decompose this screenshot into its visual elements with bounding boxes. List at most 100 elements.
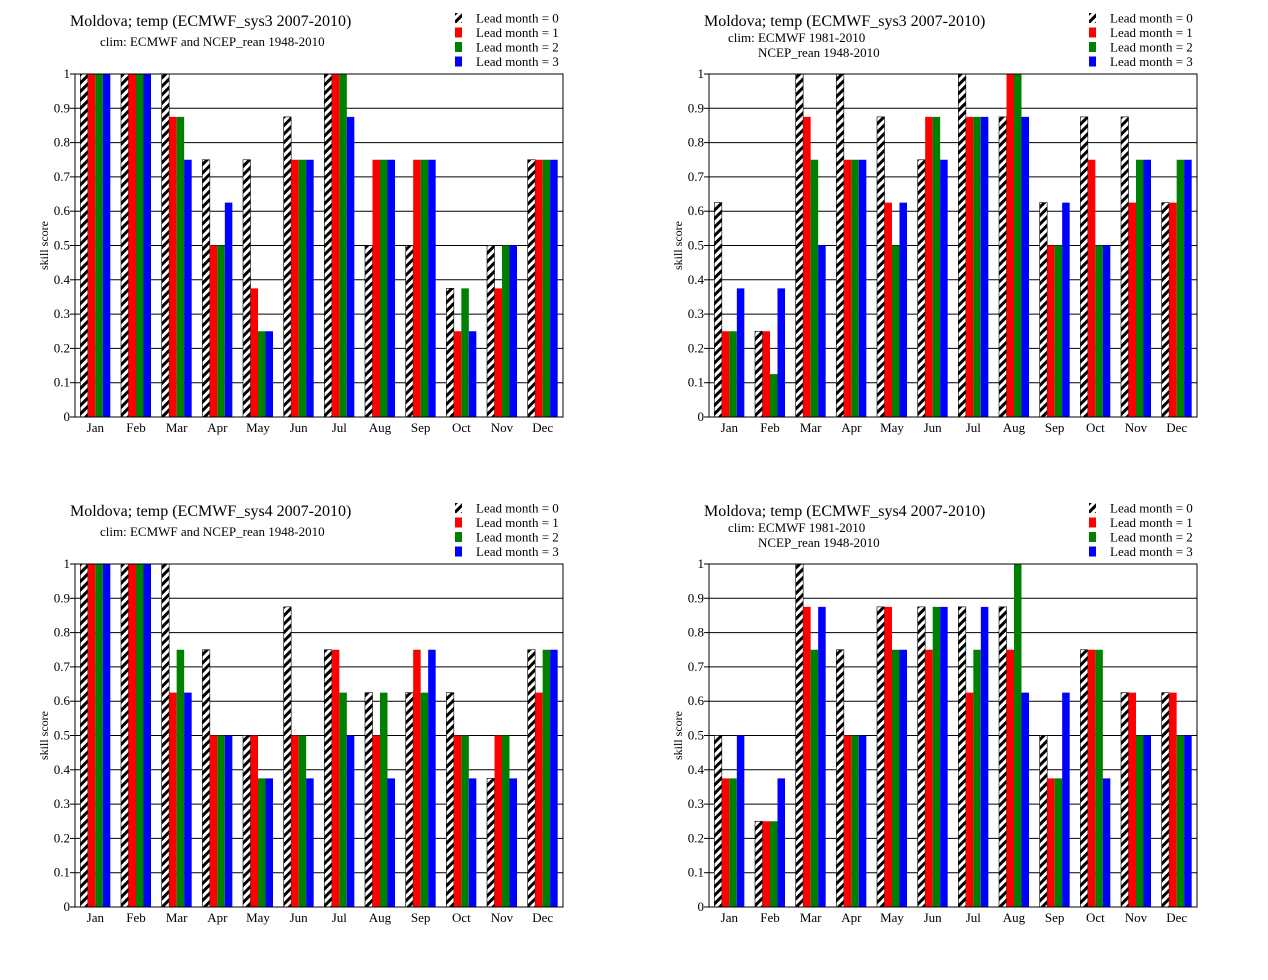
x-tick-label: Jan bbox=[87, 420, 105, 435]
x-tick-label: Jul bbox=[966, 420, 982, 435]
legend-label-lead-1: Lead month = 1 bbox=[476, 25, 559, 40]
legend-swatch-lead-3 bbox=[1089, 56, 1096, 67]
bar-jun-lead-2 bbox=[932, 606, 941, 907]
bar-jun-lead-3 bbox=[306, 778, 314, 907]
bar-oct-lead-0 bbox=[446, 288, 455, 418]
bar-sep-lead-3 bbox=[428, 159, 436, 417]
bar-feb-lead-3 bbox=[777, 778, 785, 907]
bar-feb-lead-2 bbox=[136, 564, 144, 907]
bar-aug-lead-0 bbox=[998, 116, 1007, 418]
bar-dec-lead-3 bbox=[550, 649, 558, 907]
bar-oct-lead-3 bbox=[468, 331, 477, 417]
bar-jan-lead-0 bbox=[714, 735, 723, 908]
bar-oct-lead-1 bbox=[453, 331, 462, 417]
bar-jun-lead-0 bbox=[283, 116, 292, 418]
bar-jan-lead-1 bbox=[87, 74, 96, 417]
y-tick-label: 0.3 bbox=[54, 796, 70, 811]
bar-feb-lead-0 bbox=[754, 820, 763, 908]
bar-jun-lead-3 bbox=[306, 159, 314, 417]
chart-title: Moldova; temp (ECMWF_sys3 2007-2010) bbox=[704, 13, 985, 30]
bar-aug-lead-3 bbox=[1021, 116, 1029, 417]
bar-jul-lead-3 bbox=[980, 116, 989, 417]
chart-panel-bottom-left: Moldova; temp (ECMWF_sys4 2007-2010) clim… bbox=[0, 490, 634, 980]
bar-jul-lead-1 bbox=[965, 116, 974, 417]
x-tick-label: May bbox=[246, 910, 270, 925]
x-tick-label: Jan bbox=[721, 420, 739, 435]
bar-may-lead-2 bbox=[258, 778, 266, 907]
plot-frame bbox=[74, 73, 564, 418]
x-tick-label: Sep bbox=[1045, 910, 1065, 925]
y-tick-label: 0.1 bbox=[54, 865, 70, 880]
legend-swatch-lead-3 bbox=[1089, 546, 1096, 557]
chart-panel-top-right: Moldova; temp (ECMWF_sys3 2007-2010) clim… bbox=[634, 0, 1268, 490]
x-tick-label: Apr bbox=[841, 910, 862, 925]
bar-jul-lead-1 bbox=[331, 649, 340, 907]
y-tick-label: 0.2 bbox=[688, 340, 704, 355]
bar-jul-lead-2 bbox=[973, 116, 981, 417]
y-tick-label: 0.7 bbox=[688, 169, 705, 184]
bar-oct-lead-1 bbox=[1087, 649, 1096, 907]
bar-chart-0: Moldova; temp (ECMWF_sys3 2007-2010) clim… bbox=[37, 11, 564, 435]
x-tick-label: Sep bbox=[411, 420, 431, 435]
bar-aug-lead-2 bbox=[1014, 74, 1022, 417]
bar-apr-lead-3 bbox=[224, 735, 233, 907]
bar-mar-lead-0 bbox=[795, 563, 804, 908]
bar-jan-lead-1 bbox=[721, 778, 730, 907]
bar-dec-lead-2 bbox=[1176, 159, 1185, 417]
legend-swatch-lead-3 bbox=[455, 546, 462, 557]
legend-label-lead-2: Lead month = 2 bbox=[476, 40, 559, 55]
y-tick-label: 0.9 bbox=[54, 100, 70, 115]
legend-label-lead-3: Lead month = 3 bbox=[476, 54, 559, 69]
bar-jul-lead-2 bbox=[973, 649, 981, 907]
bar-jan-lead-2 bbox=[729, 331, 737, 417]
bar-aug-lead-1 bbox=[372, 159, 380, 417]
bar-may-lead-2 bbox=[892, 245, 900, 417]
bar-aug-lead-2 bbox=[1014, 564, 1022, 907]
bar-oct-lead-0 bbox=[1080, 649, 1089, 908]
bar-nov-lead-0 bbox=[486, 245, 495, 418]
bar-sep-lead-0 bbox=[1039, 202, 1048, 418]
legend-label-lead-0: Lead month = 0 bbox=[1110, 11, 1193, 26]
bar-feb-lead-2 bbox=[136, 74, 144, 417]
legend-label-lead-3: Lead month = 3 bbox=[476, 544, 559, 559]
bar-feb-lead-1 bbox=[762, 331, 770, 417]
y-tick-label: 0 bbox=[64, 899, 71, 914]
bar-nov-lead-1 bbox=[1128, 202, 1136, 417]
y-tick-label: 0.9 bbox=[54, 590, 70, 605]
bar-oct-lead-1 bbox=[453, 735, 462, 907]
legend-label-lead-3: Lead month = 3 bbox=[1110, 54, 1193, 69]
chart-title: Moldova; temp (ECMWF_sys3 2007-2010) bbox=[70, 13, 351, 30]
legend-label-lead-1: Lead month = 1 bbox=[1110, 25, 1193, 40]
bar-mar-lead-2 bbox=[176, 116, 185, 417]
bar-may-lead-1 bbox=[884, 606, 892, 907]
bar-jun-lead-2 bbox=[298, 159, 307, 417]
bar-jun-lead-2 bbox=[298, 735, 307, 907]
bar-dec-lead-3 bbox=[550, 159, 558, 417]
x-tick-label: Nov bbox=[1125, 420, 1148, 435]
bar-mar-lead-2 bbox=[810, 159, 819, 417]
bar-oct-lead-3 bbox=[468, 778, 477, 907]
y-tick-label: 0.4 bbox=[54, 762, 71, 777]
x-tick-label: Nov bbox=[491, 420, 514, 435]
bar-oct-lead-2 bbox=[1095, 245, 1103, 417]
bar-may-lead-0 bbox=[242, 735, 251, 908]
bar-jan-lead-2 bbox=[95, 564, 103, 907]
y-tick-label: 0.8 bbox=[54, 135, 70, 150]
x-tick-label: May bbox=[880, 910, 904, 925]
bar-nov-lead-3 bbox=[509, 245, 517, 417]
bar-feb-lead-0 bbox=[120, 73, 129, 418]
bar-mar-lead-0 bbox=[161, 73, 170, 418]
x-tick-label: Feb bbox=[760, 420, 780, 435]
bar-jun-lead-0 bbox=[917, 159, 926, 418]
bar-nov-lead-1 bbox=[494, 288, 502, 417]
x-tick-label: Jul bbox=[332, 910, 348, 925]
bar-chart-3: Moldova; temp (ECMWF_sys4 2007-2010)clim… bbox=[671, 501, 1198, 925]
chart-title: Moldova; temp (ECMWF_sys4 2007-2010) bbox=[704, 503, 985, 520]
x-tick-label: Dec bbox=[1166, 420, 1187, 435]
y-tick-label: 1 bbox=[698, 556, 705, 571]
x-tick-label: Mar bbox=[166, 910, 188, 925]
legend-swatch-lead-2 bbox=[455, 532, 462, 542]
bar-feb-lead-3 bbox=[143, 564, 151, 907]
y-tick-label: 0.1 bbox=[688, 865, 704, 880]
x-tick-label: Mar bbox=[800, 910, 822, 925]
